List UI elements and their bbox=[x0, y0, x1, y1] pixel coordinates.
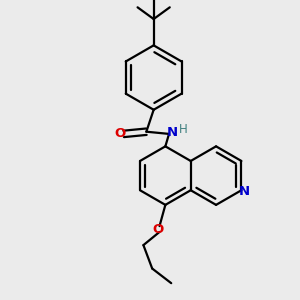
Text: H: H bbox=[178, 123, 187, 136]
Text: O: O bbox=[152, 223, 164, 236]
Text: N: N bbox=[238, 185, 250, 198]
Text: N: N bbox=[167, 126, 178, 139]
Text: O: O bbox=[114, 127, 126, 140]
